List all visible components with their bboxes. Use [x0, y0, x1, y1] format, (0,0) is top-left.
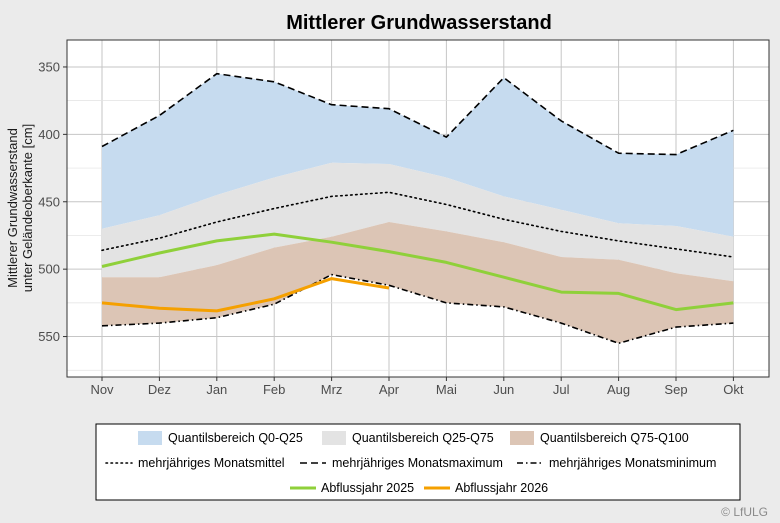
y-tick-label-550: 550	[38, 329, 60, 344]
x-tick-label-jul: Jul	[553, 382, 570, 397]
legend-swatch-q0-q25	[138, 431, 162, 445]
legend-label-min: mehrjähriges Monatsminimum	[549, 456, 716, 470]
y-axis-label-line-2: unter Geländeoberkante [cm]	[20, 124, 35, 292]
legend: Quantilsbereich Q0-Q25 Quantilsbereich Q…	[95, 423, 741, 501]
legend-label-q75-q100: Quantilsbereich Q75-Q100	[540, 431, 689, 445]
x-tick-label-jan: Jan	[206, 382, 227, 397]
x-tick-label-aug: Aug	[607, 382, 630, 397]
x-tick-label-jun: Jun	[493, 382, 514, 397]
y-tick-label-500: 500	[38, 262, 60, 277]
band-quantilsbereich-q25-q75	[102, 162, 734, 282]
legend-swatch-q75-q100	[510, 431, 534, 445]
y-axis-label: Mittlerer Grundwasserstand unter Gelände…	[5, 124, 35, 292]
x-tick-label-mrz: Mrz	[321, 382, 343, 397]
quantile-bands	[102, 73, 734, 344]
panel-border	[66, 39, 770, 378]
legend-label-mean: mehrjähriges Monatsmittel	[138, 456, 285, 470]
series-line-mehrj-hriges-monatsmaximum	[101, 72, 734, 156]
legend-label-2025: Abflussjahr 2025	[321, 481, 414, 495]
band-quantilsbereich-q75-q100	[102, 222, 734, 344]
series-line-mehrj-hriges-monatsminimum	[101, 273, 734, 345]
y-tick-label-400: 400	[38, 127, 60, 142]
band-quantilsbereich-q0-q25	[102, 73, 734, 237]
y-axis: 350 400 450 500 550	[38, 59, 67, 344]
x-tick-label-mai: Mai	[436, 382, 457, 397]
legend-label-q0-q25: Quantilsbereich Q0-Q25	[168, 431, 303, 445]
series-lines	[101, 72, 735, 345]
legend-box	[95, 423, 741, 501]
legend-label-q25-q75: Quantilsbereich Q25-Q75	[352, 431, 494, 445]
chart-title: Mittlerer Grundwasserstand	[286, 12, 552, 34]
x-tick-label-okt: Okt	[723, 382, 744, 397]
x-tick-label-dez: Dez	[148, 382, 171, 397]
x-tick-label-nov: Nov	[90, 382, 114, 397]
y-tick-label-450: 450	[38, 194, 60, 209]
x-tick-label-feb: Feb	[263, 382, 285, 397]
legend-label-2026: Abflussjahr 2026	[455, 481, 548, 495]
series-line-abflussjahr-2025	[101, 232, 734, 312]
x-tick-label-sep: Sep	[664, 382, 687, 397]
legend-swatch-q25-q75	[322, 431, 346, 445]
y-axis-label-line-1: Mittlerer Grundwasserstand	[5, 128, 20, 288]
x-tick-label-apr: Apr	[379, 382, 400, 397]
y-tick-label-350: 350	[38, 59, 60, 74]
legend-label-max: mehrjähriges Monatsmaximum	[332, 456, 503, 470]
series-line-abflussjahr-2026	[101, 277, 390, 313]
x-axis: Nov Dez Jan Feb Mrz Apr Mai Jun Jul Aug Sep Okt	[90, 377, 744, 397]
credit-text: © LfULG	[721, 505, 768, 519]
